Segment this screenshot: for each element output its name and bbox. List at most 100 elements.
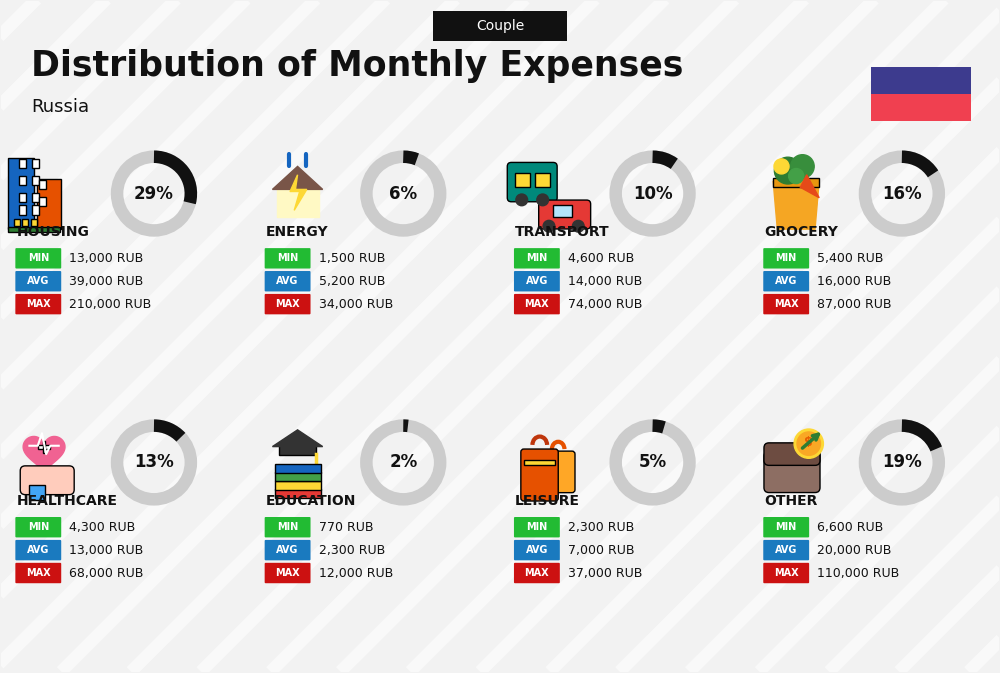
FancyBboxPatch shape (514, 540, 560, 561)
FancyBboxPatch shape (19, 192, 26, 202)
Text: AVG: AVG (27, 545, 49, 555)
FancyBboxPatch shape (763, 294, 809, 314)
FancyBboxPatch shape (514, 517, 560, 538)
Text: 110,000 RUB: 110,000 RUB (817, 567, 899, 579)
FancyBboxPatch shape (8, 227, 60, 232)
FancyBboxPatch shape (29, 485, 45, 500)
Circle shape (572, 220, 584, 232)
Polygon shape (290, 175, 307, 211)
FancyBboxPatch shape (265, 540, 311, 561)
FancyBboxPatch shape (15, 540, 61, 561)
Text: 20,000 RUB: 20,000 RUB (817, 544, 891, 557)
Text: 12,000 RUB: 12,000 RUB (319, 567, 393, 579)
FancyBboxPatch shape (43, 441, 45, 454)
Polygon shape (800, 175, 819, 198)
FancyBboxPatch shape (37, 179, 61, 229)
Polygon shape (773, 181, 819, 229)
FancyBboxPatch shape (764, 443, 820, 465)
Text: 13,000 RUB: 13,000 RUB (69, 252, 143, 264)
FancyBboxPatch shape (773, 178, 819, 187)
Text: 87,000 RUB: 87,000 RUB (817, 297, 892, 311)
Text: MIN: MIN (776, 522, 797, 532)
Text: Russia: Russia (31, 98, 89, 116)
Text: EDUCATION: EDUCATION (266, 494, 356, 508)
FancyBboxPatch shape (265, 248, 311, 269)
Text: MIN: MIN (28, 522, 49, 532)
Text: 13%: 13% (134, 454, 174, 472)
FancyBboxPatch shape (15, 271, 61, 291)
Text: MIN: MIN (526, 522, 548, 532)
FancyBboxPatch shape (279, 444, 316, 455)
Circle shape (794, 429, 823, 458)
Text: 4,300 RUB: 4,300 RUB (69, 521, 135, 534)
Circle shape (543, 220, 555, 232)
FancyBboxPatch shape (507, 162, 557, 202)
FancyBboxPatch shape (38, 445, 50, 449)
Text: MIN: MIN (277, 253, 298, 263)
Text: 5,400 RUB: 5,400 RUB (817, 252, 883, 264)
FancyBboxPatch shape (15, 517, 61, 538)
Text: AVG: AVG (775, 276, 797, 286)
Polygon shape (23, 437, 65, 474)
FancyBboxPatch shape (15, 294, 61, 314)
FancyBboxPatch shape (15, 248, 61, 269)
FancyBboxPatch shape (275, 472, 321, 481)
FancyBboxPatch shape (553, 205, 572, 217)
FancyBboxPatch shape (265, 517, 311, 538)
FancyBboxPatch shape (20, 466, 74, 495)
Text: 7,000 RUB: 7,000 RUB (568, 544, 634, 557)
Text: $: $ (804, 436, 813, 450)
FancyBboxPatch shape (19, 205, 26, 215)
FancyBboxPatch shape (524, 460, 555, 464)
FancyBboxPatch shape (22, 219, 28, 226)
Text: 74,000 RUB: 74,000 RUB (568, 297, 642, 311)
Circle shape (797, 432, 820, 456)
FancyBboxPatch shape (871, 67, 971, 94)
Text: MIN: MIN (277, 522, 298, 532)
Text: MAX: MAX (26, 299, 51, 309)
Text: AVG: AVG (276, 545, 299, 555)
Text: 770 RUB: 770 RUB (319, 521, 373, 534)
Text: 16,000 RUB: 16,000 RUB (817, 275, 891, 288)
Text: 16%: 16% (882, 184, 922, 203)
Text: MAX: MAX (525, 299, 549, 309)
Text: AVG: AVG (276, 276, 299, 286)
Text: 210,000 RUB: 210,000 RUB (69, 297, 151, 311)
Polygon shape (272, 430, 323, 447)
FancyBboxPatch shape (275, 489, 321, 498)
Polygon shape (277, 189, 319, 217)
FancyBboxPatch shape (19, 176, 26, 185)
FancyBboxPatch shape (521, 449, 558, 501)
Text: HEALTHCARE: HEALTHCARE (16, 494, 117, 508)
FancyBboxPatch shape (763, 517, 809, 538)
Text: MAX: MAX (774, 299, 799, 309)
Text: 5,200 RUB: 5,200 RUB (319, 275, 385, 288)
FancyBboxPatch shape (32, 160, 39, 168)
Text: OTHER: OTHER (764, 494, 818, 508)
Text: LEISURE: LEISURE (515, 494, 580, 508)
Text: MAX: MAX (275, 568, 300, 578)
Circle shape (774, 157, 801, 184)
Text: MIN: MIN (526, 253, 548, 263)
Circle shape (774, 159, 789, 174)
Text: TRANSPORT: TRANSPORT (515, 225, 610, 240)
Circle shape (789, 168, 804, 184)
FancyBboxPatch shape (763, 563, 809, 583)
FancyBboxPatch shape (39, 180, 46, 189)
Text: 68,000 RUB: 68,000 RUB (69, 567, 144, 579)
FancyBboxPatch shape (265, 271, 311, 291)
Text: 6%: 6% (389, 184, 417, 203)
Text: MAX: MAX (774, 568, 799, 578)
Text: 19%: 19% (882, 454, 922, 472)
Text: ENERGY: ENERGY (266, 225, 328, 240)
FancyBboxPatch shape (535, 173, 550, 187)
Text: AVG: AVG (526, 545, 548, 555)
Text: 39,000 RUB: 39,000 RUB (69, 275, 143, 288)
FancyBboxPatch shape (32, 176, 39, 185)
Text: Couple: Couple (476, 20, 524, 33)
Text: 5%: 5% (639, 454, 667, 472)
FancyBboxPatch shape (32, 205, 39, 215)
FancyBboxPatch shape (514, 294, 560, 314)
Text: 29%: 29% (134, 184, 174, 203)
Text: AVG: AVG (775, 545, 797, 555)
